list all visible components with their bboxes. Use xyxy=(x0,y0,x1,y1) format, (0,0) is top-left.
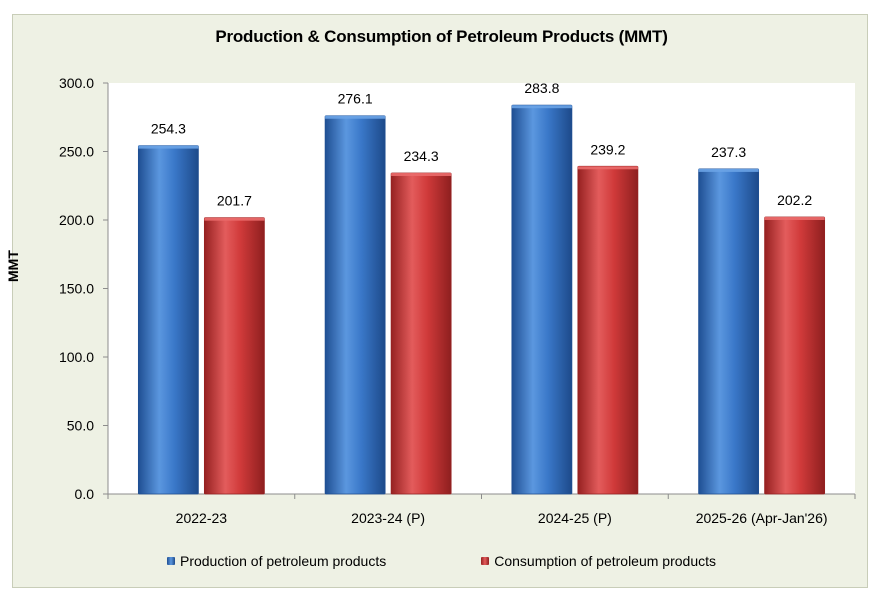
y-tick-label: 150.0 xyxy=(59,281,94,297)
bar-production xyxy=(698,168,760,495)
x-tick-label: 2024-25 (P) xyxy=(538,510,612,526)
y-tick-label: 250.0 xyxy=(59,144,94,160)
legend-label-production: Production of petroleum products xyxy=(179,553,387,569)
data-label-consumption: 202.2 xyxy=(777,192,812,208)
data-label-production: 237.3 xyxy=(711,144,746,160)
legend-label-consumption: Consumption of petroleum products xyxy=(494,553,717,569)
data-label-consumption: 234.3 xyxy=(404,148,439,164)
bar-body xyxy=(390,172,452,495)
y-tick-label: 200.0 xyxy=(59,212,94,228)
bar-cap xyxy=(138,145,199,149)
bar-cap xyxy=(391,173,452,177)
legend-swatch-consumption xyxy=(481,557,490,565)
bar-body xyxy=(764,216,826,495)
x-tick-label: 2022-23 xyxy=(176,510,228,526)
bar-cap xyxy=(698,168,759,172)
data-label-production: 254.3 xyxy=(151,121,186,137)
bar-body xyxy=(137,145,199,495)
legend-item-production: Production of petroleum products xyxy=(166,553,387,569)
bar-cap xyxy=(511,105,572,109)
bar-consumption xyxy=(577,165,639,495)
bar-consumption xyxy=(203,217,265,495)
bar-body xyxy=(324,115,386,495)
bar-production xyxy=(137,145,199,495)
chart-title: Production & Consumption of Petroleum Pr… xyxy=(215,27,668,46)
data-label-consumption: 201.7 xyxy=(217,193,252,209)
data-label-production: 276.1 xyxy=(338,91,373,107)
bar-production xyxy=(511,104,573,495)
bar-body xyxy=(577,165,639,495)
data-label-consumption: 239.2 xyxy=(590,141,625,157)
legend-swatch-production xyxy=(166,557,175,565)
legend: Production of petroleum products Consump… xyxy=(0,553,883,569)
bar-cap xyxy=(764,216,825,220)
legend-item-consumption: Consumption of petroleum products xyxy=(481,553,716,569)
bar-body xyxy=(698,168,760,495)
x-tick-label: 2023-24 (P) xyxy=(351,510,425,526)
data-label-production: 283.8 xyxy=(524,80,559,96)
x-tick-label: 2025-26 (Apr-Jan'26) xyxy=(696,510,828,526)
y-tick-label: 300.0 xyxy=(59,75,94,91)
bar-cap xyxy=(204,217,265,221)
y-tick-label: 0.0 xyxy=(75,486,95,502)
bar-cap xyxy=(325,115,386,119)
bar-production xyxy=(324,115,386,495)
y-tick-label: 50.0 xyxy=(67,418,94,434)
bar-body xyxy=(511,104,573,495)
bar-consumption xyxy=(390,172,452,495)
bar-cap xyxy=(577,166,638,170)
y-tick-label: 100.0 xyxy=(59,349,94,365)
bar-body xyxy=(203,217,265,495)
bar-consumption xyxy=(764,216,826,495)
